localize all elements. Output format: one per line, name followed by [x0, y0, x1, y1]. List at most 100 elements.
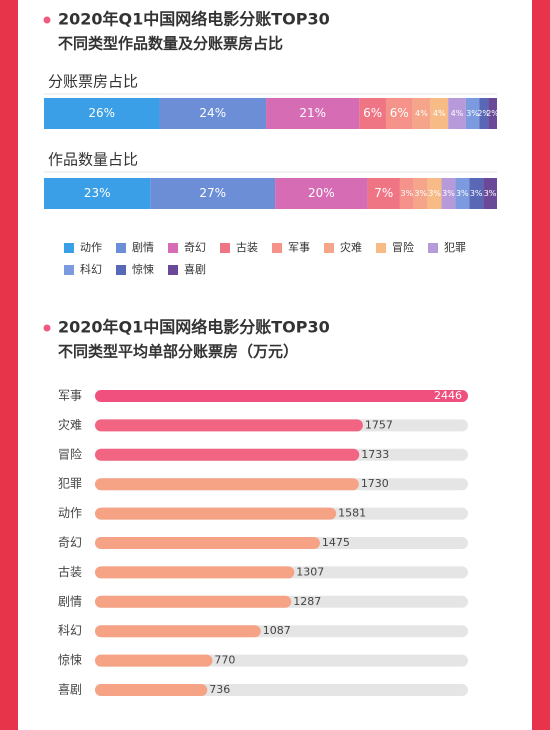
y-tick-label: 灾难	[58, 417, 82, 432]
bar-segment	[427, 178, 442, 209]
data-label: 3%	[428, 189, 441, 198]
bullet	[43, 324, 51, 332]
data-label: 6%	[363, 106, 382, 120]
data-label: 1730	[361, 477, 389, 490]
bar	[95, 507, 337, 520]
data-label: 3%	[470, 189, 483, 198]
data-label: 1581	[338, 507, 366, 520]
bar	[95, 419, 363, 432]
chart-title: 2020年Q1中国网络电影分账TOP30	[58, 10, 330, 29]
legend-label: 科幻	[80, 262, 102, 276]
y-tick-label: 喜剧	[58, 683, 82, 697]
data-label: 770	[214, 654, 235, 667]
bar	[95, 448, 360, 461]
legend-label: 军事	[288, 241, 310, 254]
data-label: 7%	[374, 186, 393, 200]
y-tick-label: 冒险	[58, 446, 82, 461]
row-label: 作品数量占比	[48, 151, 138, 169]
y-tick-label: 动作	[58, 506, 82, 520]
bar	[95, 684, 208, 696]
bar-segment	[385, 98, 413, 129]
data-label: 4%	[451, 109, 464, 118]
data-label: 1733	[361, 448, 389, 461]
data-label: 26%	[88, 106, 115, 120]
data-label: 3%	[466, 109, 479, 118]
data-label: 1475	[322, 536, 350, 549]
y-tick-label: 犯罪	[58, 477, 82, 491]
bar-segment	[413, 178, 428, 209]
legend-swatch	[168, 243, 178, 253]
data-label: 1087	[263, 624, 291, 637]
bar-segment	[399, 178, 414, 209]
legend-label: 惊悚	[132, 262, 154, 276]
chart-title: 2020年Q1中国网络电影分账TOP30	[58, 318, 330, 337]
legend-swatch	[220, 243, 230, 253]
data-label: 20%	[308, 186, 335, 200]
data-label: 4%	[433, 109, 446, 118]
legend-swatch	[116, 265, 126, 275]
data-label: 3%	[414, 189, 427, 198]
legend-label: 犯罪	[444, 241, 466, 254]
y-tick-label: 古装	[58, 564, 82, 579]
data-label: 23%	[84, 186, 111, 200]
legend-swatch	[168, 265, 178, 275]
bar-segment	[448, 98, 466, 129]
bar-segment	[479, 98, 489, 129]
bar	[95, 595, 292, 608]
data-label: 2446	[434, 389, 462, 402]
data-label: 24%	[199, 106, 226, 120]
legend-label: 冒险	[392, 240, 414, 254]
data-label: 1307	[296, 565, 324, 578]
bar	[95, 478, 359, 491]
y-tick-label: 科幻	[58, 624, 82, 638]
data-label: 3%	[484, 189, 497, 198]
legend-swatch	[64, 265, 74, 275]
legend-label: 灾难	[340, 240, 362, 254]
y-tick-label: 剧情	[58, 594, 82, 608]
data-label: 21%	[299, 106, 326, 120]
legend-swatch	[324, 243, 334, 253]
bullet	[43, 16, 51, 24]
bar-segment	[412, 98, 431, 129]
bar-segment	[367, 178, 400, 209]
data-label: 4%	[415, 109, 428, 118]
bar-segment	[275, 178, 368, 209]
legend-swatch	[376, 243, 386, 253]
data-label: 1757	[365, 418, 393, 431]
bar	[95, 654, 213, 667]
bar-segment	[44, 178, 151, 209]
y-tick-label: 军事	[58, 389, 82, 403]
bar	[95, 537, 320, 549]
bar-segment	[483, 178, 497, 209]
legend-swatch	[64, 243, 74, 253]
data-label: 2%	[486, 109, 499, 118]
chart-subtitle: 不同类型作品数量及分账票房占比	[58, 35, 283, 53]
bar-segment	[150, 178, 276, 209]
data-label: 3%	[401, 189, 414, 198]
legend-swatch	[428, 243, 438, 253]
bar-segment	[488, 98, 497, 129]
bar-segment	[159, 98, 267, 129]
bar-segment	[441, 178, 456, 209]
legend-label: 奇幻	[184, 241, 206, 254]
data-label: 27%	[199, 186, 226, 200]
bar-segment	[266, 98, 360, 129]
y-tick-label: 奇幻	[58, 536, 82, 550]
bar-segment	[465, 98, 480, 129]
chart-subtitle: 不同类型平均单部分账票房（万元）	[58, 343, 298, 361]
data-label: 2%	[477, 109, 490, 118]
bar-segment	[44, 98, 160, 129]
bar-segment	[430, 98, 449, 129]
legend-label: 喜剧	[184, 263, 206, 276]
bar-segment	[469, 178, 484, 209]
data-label: 1287	[293, 595, 321, 608]
bar	[95, 566, 295, 579]
legend-label: 动作	[80, 241, 102, 254]
bar-segment	[359, 98, 386, 129]
bar	[95, 390, 468, 402]
data-label: 736	[209, 683, 230, 696]
legend-label: 剧情	[132, 241, 154, 254]
bar-segment	[455, 178, 470, 209]
data-label: 6%	[390, 106, 409, 120]
